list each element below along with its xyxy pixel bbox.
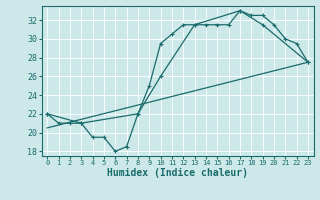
X-axis label: Humidex (Indice chaleur): Humidex (Indice chaleur)	[107, 168, 248, 178]
